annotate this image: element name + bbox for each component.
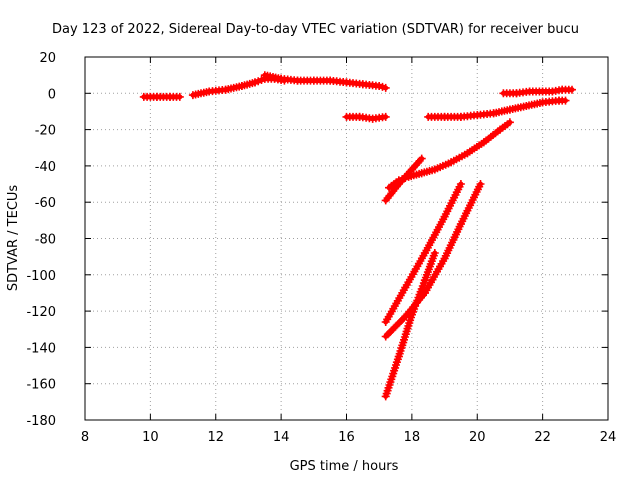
y-tick-label: -60 bbox=[35, 196, 56, 211]
data-point bbox=[456, 180, 465, 188]
grid bbox=[85, 57, 608, 420]
series-track-6 bbox=[499, 85, 576, 98]
series-track-11 bbox=[381, 249, 439, 401]
x-tick-label: 14 bbox=[273, 430, 290, 445]
y-axis-label: SDTVAR / TECUs bbox=[6, 185, 21, 292]
data-point bbox=[476, 180, 485, 188]
x-tick-label: 8 bbox=[81, 430, 89, 445]
y-tick-label: -20 bbox=[35, 124, 56, 139]
series-track-3 bbox=[260, 71, 390, 92]
data-point bbox=[381, 112, 390, 121]
x-tick-label: 18 bbox=[404, 430, 421, 445]
series-track-5 bbox=[424, 96, 570, 121]
chart-title: Day 123 of 2022, Sidereal Day-to-day VTE… bbox=[52, 22, 579, 37]
y-tick-label: -120 bbox=[26, 305, 56, 320]
y-tick-label: 20 bbox=[39, 51, 56, 66]
x-tick-label: 10 bbox=[142, 430, 159, 445]
data-point bbox=[505, 118, 514, 127]
x-tick-label: 24 bbox=[600, 430, 617, 445]
y-tick-label: -100 bbox=[26, 269, 56, 284]
data-point bbox=[175, 92, 184, 101]
axis-ticks: 8 10 12 14 16 18 20 22 24 -180 -160 -140 -120 -100 -80… bbox=[26, 51, 616, 445]
x-tick-label: 22 bbox=[534, 430, 551, 445]
x-tick-label: 20 bbox=[469, 430, 486, 445]
data-series bbox=[139, 71, 576, 401]
series-line bbox=[383, 156, 425, 203]
y-tick-label: -140 bbox=[26, 341, 56, 356]
series-track-4 bbox=[342, 112, 390, 123]
y-tick-label: -160 bbox=[26, 378, 56, 393]
x-tick-label: 12 bbox=[207, 430, 224, 445]
data-point bbox=[568, 85, 576, 94]
data-point bbox=[430, 249, 439, 257]
y-tick-label: -180 bbox=[26, 414, 56, 429]
series-track-9 bbox=[381, 180, 465, 326]
data-point bbox=[561, 96, 570, 105]
x-axis-label: GPS time / hours bbox=[290, 459, 399, 474]
y-tick-label: -80 bbox=[35, 233, 56, 248]
y-tick-label: -40 bbox=[35, 160, 56, 175]
series-track-8 bbox=[381, 154, 426, 205]
data-point bbox=[417, 154, 426, 163]
data-point bbox=[381, 83, 390, 92]
series-track-10 bbox=[381, 180, 485, 341]
x-tick-label: 16 bbox=[338, 430, 355, 445]
y-tick-label: 0 bbox=[48, 87, 56, 102]
series-track-1 bbox=[139, 92, 184, 101]
